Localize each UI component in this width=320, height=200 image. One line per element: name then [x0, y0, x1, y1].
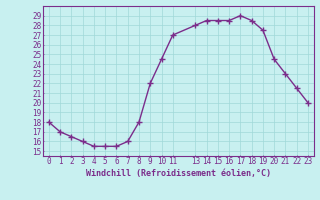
X-axis label: Windchill (Refroidissement éolien,°C): Windchill (Refroidissement éolien,°C)	[86, 169, 271, 178]
